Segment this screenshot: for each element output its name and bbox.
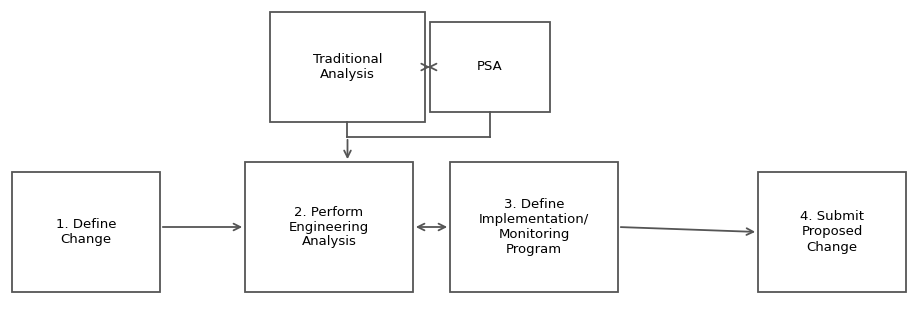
Text: PSA: PSA: [477, 60, 503, 74]
Bar: [244, 162, 413, 292]
Text: Traditional
Analysis: Traditional Analysis: [312, 53, 381, 81]
Bar: [429, 22, 550, 112]
Bar: [757, 172, 905, 292]
Text: 1. Define
Change: 1. Define Change: [56, 218, 116, 246]
Bar: [12, 172, 160, 292]
Text: 3. Define
Implementation/
Monitoring
Program: 3. Define Implementation/ Monitoring Pro…: [479, 198, 588, 256]
Bar: [269, 12, 425, 122]
Text: 2. Perform
Engineering
Analysis: 2. Perform Engineering Analysis: [289, 205, 369, 248]
Bar: [449, 162, 618, 292]
Text: 4. Submit
Proposed
Change: 4. Submit Proposed Change: [800, 210, 863, 253]
